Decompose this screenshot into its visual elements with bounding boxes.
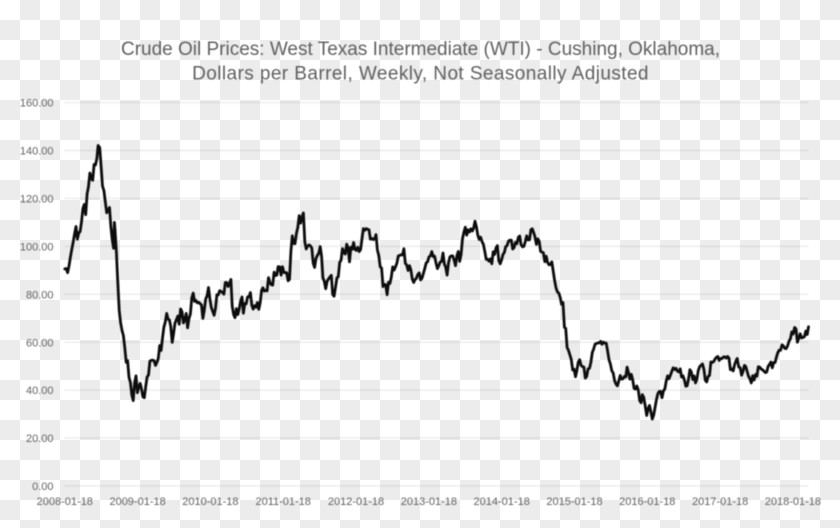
svg-text:2016-01-18: 2016-01-18: [619, 496, 675, 508]
svg-text:2014-01-18: 2014-01-18: [474, 496, 530, 508]
svg-text:Crude Oil Prices: West Texas I: Crude Oil Prices: West Texas Intermediat…: [121, 39, 720, 60]
svg-text:100.00: 100.00: [20, 241, 54, 253]
svg-text:2010-01-18: 2010-01-18: [182, 496, 238, 508]
svg-text:2015-01-18: 2015-01-18: [546, 496, 602, 508]
svg-text:2009-01-18: 2009-01-18: [109, 496, 165, 508]
svg-text:2008-01-18: 2008-01-18: [37, 496, 93, 508]
svg-text:Dollars per Barrel, Weekly, No: Dollars per Barrel, Weekly, Not Seasonal…: [192, 63, 649, 84]
svg-text:2011-01-18: 2011-01-18: [255, 496, 310, 508]
svg-text:0.00: 0.00: [32, 481, 53, 493]
svg-text:60.00: 60.00: [26, 337, 54, 349]
svg-text:40.00: 40.00: [26, 385, 54, 397]
svg-text:2012-01-18: 2012-01-18: [328, 496, 384, 508]
svg-text:20.00: 20.00: [26, 433, 54, 445]
svg-text:2017-01-18: 2017-01-18: [692, 496, 748, 508]
svg-text:2013-01-18: 2013-01-18: [401, 496, 457, 508]
svg-text:140.00: 140.00: [20, 146, 54, 158]
svg-text:160.00: 160.00: [20, 98, 54, 110]
svg-text:2018-01-18: 2018-01-18: [765, 496, 821, 508]
svg-text:120.00: 120.00: [20, 194, 54, 206]
svg-text:80.00: 80.00: [26, 289, 54, 301]
